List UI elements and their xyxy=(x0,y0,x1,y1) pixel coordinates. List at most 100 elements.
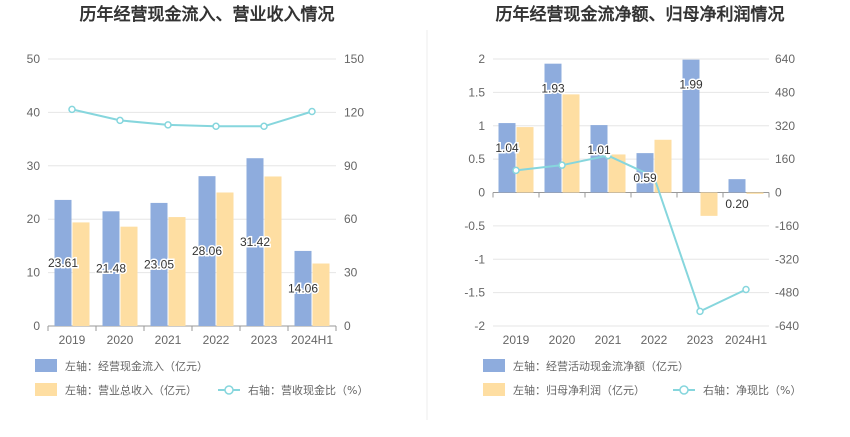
left-axis-tick: 30 xyxy=(27,159,41,173)
legend-label: 左轴：经营活动现金流净额（亿元） xyxy=(513,359,689,373)
category-label: 2021 xyxy=(595,333,622,347)
bar-series1 xyxy=(498,123,516,193)
bar-series2 xyxy=(608,154,626,193)
bar-series1 xyxy=(54,199,72,326)
bar-series1 xyxy=(590,125,608,193)
left-axis-tick: 0 xyxy=(33,319,40,333)
ratio-point xyxy=(558,161,566,169)
ratio-point xyxy=(164,121,172,129)
legend-swatch xyxy=(35,359,57,372)
legend-swatch xyxy=(35,383,57,396)
right-axis-tick: 150 xyxy=(344,52,364,66)
category-label: 2021 xyxy=(155,333,182,347)
bar-series2 xyxy=(312,263,330,326)
right-axis-tick: 320 xyxy=(775,119,795,133)
ratio-point xyxy=(742,285,750,294)
bar-series1 xyxy=(294,250,312,326)
ratio-point xyxy=(116,116,124,125)
legend-label: 右轴：净现比（%） xyxy=(703,383,801,397)
legend-item: 左轴：经营现金流入（亿元） xyxy=(35,359,208,373)
ratio-point xyxy=(212,122,220,131)
ratio-line xyxy=(71,108,313,128)
bar-series2 xyxy=(654,139,672,193)
right-axis-tick: -160 xyxy=(775,219,799,233)
right-axis-tick: 120 xyxy=(344,105,364,119)
bar-series2 xyxy=(516,127,534,193)
left-axis-tick: 0.5 xyxy=(468,152,485,166)
legend-swatch xyxy=(483,359,505,372)
data-label: 1.04 xyxy=(495,141,519,155)
legend-label: 左轴：经营现金流入（亿元） xyxy=(65,359,208,373)
legend-item: 右轴：净现比（%） xyxy=(673,383,801,397)
data-label: 23.05 xyxy=(144,257,174,271)
ratio-point xyxy=(68,105,76,114)
bar-series2 xyxy=(72,222,90,326)
legend-swatch xyxy=(483,383,505,396)
legend-item: 左轴：营业总收入（亿元） xyxy=(35,383,197,397)
right-axis-tick: 60 xyxy=(344,212,358,226)
category-label: 2019 xyxy=(503,333,530,347)
legend-marker xyxy=(679,385,689,395)
bar-series1 xyxy=(198,176,216,326)
right-axis-tick: 160 xyxy=(775,152,795,166)
left-axis-tick: 50 xyxy=(27,52,41,66)
right-axis-tick: -320 xyxy=(775,252,799,266)
right-axis-tick: 640 xyxy=(775,52,795,66)
right-axis-tick: 480 xyxy=(775,85,795,99)
ratio-point xyxy=(308,107,316,116)
category-label: 2023 xyxy=(251,333,278,347)
ratio-point xyxy=(512,166,520,175)
left-axis-tick: 1.5 xyxy=(468,85,485,99)
left-axis-tick: -1 xyxy=(474,252,485,266)
bar-series2 xyxy=(216,192,234,326)
data-label: 1.93 xyxy=(541,82,565,96)
chart-panel-1: 历年经营现金流入、营业收入情况 0 10 20 30 40 50 0 30 60 90 120 150 2… xyxy=(27,4,369,397)
right-axis-tick: 30 xyxy=(344,266,358,280)
left-axis-tick: 2 xyxy=(478,52,485,66)
data-label: 14.06 xyxy=(288,281,318,295)
ratio-point xyxy=(696,307,704,316)
bar-series2 xyxy=(746,192,764,194)
category-label: 2020 xyxy=(549,333,576,347)
category-label: 2024H1 xyxy=(725,333,767,347)
left-axis-tick: 40 xyxy=(27,105,41,119)
left-axis-tick: 10 xyxy=(27,266,41,280)
bar-series2 xyxy=(120,226,138,326)
ratio-line xyxy=(515,154,747,313)
category-label: 2023 xyxy=(687,333,714,347)
bar-series1 xyxy=(102,211,120,326)
bar-series1 xyxy=(150,202,168,326)
bar-series1 xyxy=(682,59,700,193)
right-axis-tick: 0 xyxy=(775,186,782,200)
left-axis-tick: 1 xyxy=(478,119,485,133)
chart-title: 历年经营现金流净额、归母净利润情况 xyxy=(496,4,785,25)
category-label: 2022 xyxy=(203,333,230,347)
bar-series2 xyxy=(700,192,718,216)
category-label: 2020 xyxy=(107,333,134,347)
left-axis-tick: -2 xyxy=(474,319,485,333)
ratio-point xyxy=(604,151,612,160)
data-label: 28.06 xyxy=(192,244,222,258)
data-label: 23.61 xyxy=(48,256,78,270)
data-label: 0.59 xyxy=(633,171,657,185)
left-axis-tick: -1.5 xyxy=(464,286,485,300)
data-label: 31.42 xyxy=(240,235,270,249)
bar-series1 xyxy=(728,179,746,193)
data-label: 1.99 xyxy=(679,78,703,92)
legend-marker xyxy=(224,385,234,395)
right-axis-tick: -480 xyxy=(775,286,799,300)
legend-label: 右轴：营收现金比（%） xyxy=(248,383,368,397)
bar-series2 xyxy=(168,217,186,326)
legend-item: 左轴：经营活动现金流净额（亿元） xyxy=(483,359,689,373)
left-axis-tick: -0.5 xyxy=(464,219,485,233)
data-label: 0.20 xyxy=(725,197,749,211)
category-label: 2022 xyxy=(641,333,668,347)
chart-panel-2: 历年经营现金流净额、归母净利润情况 -2 -1.5 -1 -0.5 0 0.5 1 1.5 2 -6… xyxy=(464,4,801,397)
category-label: 2019 xyxy=(59,333,86,347)
right-axis-tick: 90 xyxy=(344,159,358,173)
ratio-point xyxy=(650,173,658,181)
right-axis-tick: 0 xyxy=(344,319,351,333)
legend-item: 左轴：归母净利润（亿元） xyxy=(483,383,645,397)
